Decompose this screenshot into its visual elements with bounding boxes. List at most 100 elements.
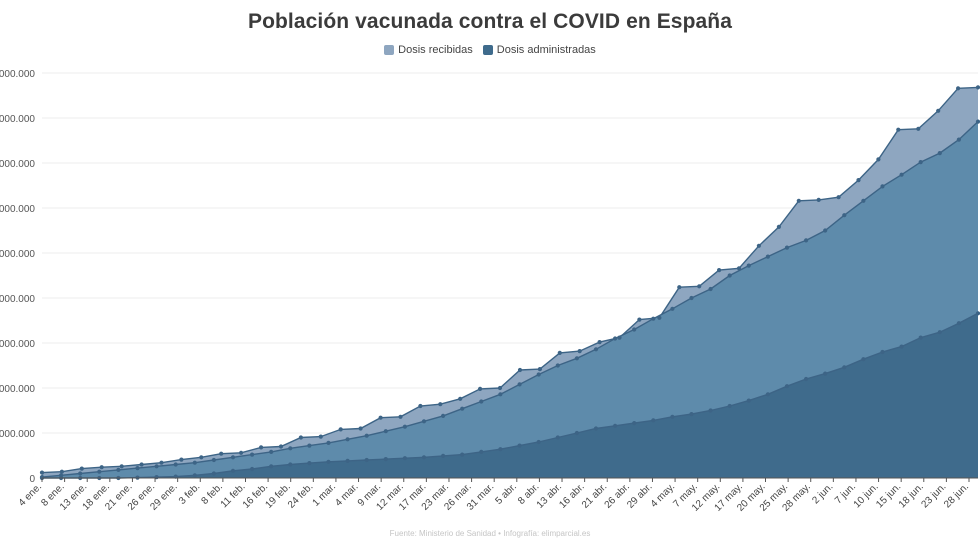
data-point[interactable] (842, 365, 847, 370)
data-point[interactable] (816, 197, 821, 202)
data-point[interactable] (378, 415, 383, 420)
data-point[interactable] (478, 386, 483, 391)
data-point[interactable] (708, 408, 713, 413)
data-point[interactable] (918, 335, 923, 340)
data-point[interactable] (842, 213, 847, 218)
data-point[interactable] (479, 399, 484, 404)
data-point[interactable] (896, 127, 901, 132)
data-point[interactable] (230, 455, 236, 460)
data-point[interactable] (239, 450, 244, 455)
data-point[interactable] (59, 469, 64, 474)
data-point[interactable] (517, 382, 522, 387)
data-point[interactable] (536, 372, 541, 377)
data-point[interactable] (670, 306, 675, 311)
data-point[interactable] (856, 178, 861, 183)
data-point[interactable] (880, 349, 885, 355)
data-point[interactable] (937, 330, 942, 335)
data-point[interactable] (861, 198, 866, 203)
data-point[interactable] (211, 457, 216, 463)
data-point[interactable] (975, 311, 980, 316)
data-point[interactable] (956, 321, 962, 326)
data-point[interactable] (326, 459, 331, 464)
data-point[interactable] (173, 462, 178, 467)
data-point[interactable] (99, 465, 104, 470)
data-point[interactable] (613, 336, 618, 341)
data-point[interactable] (836, 195, 841, 200)
data-point[interactable] (421, 419, 427, 424)
data-point[interactable] (717, 268, 722, 273)
data-point[interactable] (159, 460, 164, 465)
data-point[interactable] (79, 466, 84, 471)
data-point[interactable] (916, 126, 921, 131)
data-point[interactable] (307, 461, 312, 466)
data-point[interactable] (555, 435, 560, 440)
data-point[interactable] (199, 455, 204, 460)
legend-item-recibidas[interactable]: Dosis recibidas (384, 44, 473, 56)
data-point[interactable] (402, 424, 407, 429)
data-point[interactable] (179, 457, 184, 462)
data-point[interactable] (670, 414, 675, 419)
data-point[interactable] (577, 349, 582, 354)
data-point[interactable] (613, 423, 618, 428)
data-point[interactable] (637, 317, 642, 322)
data-point[interactable] (78, 471, 83, 476)
data-point[interactable] (298, 435, 303, 440)
data-point[interactable] (677, 285, 682, 290)
data-point[interactable] (383, 457, 388, 462)
data-point[interactable] (727, 273, 732, 278)
data-point[interactable] (804, 238, 809, 243)
data-point[interactable] (937, 151, 942, 156)
data-point[interactable] (765, 254, 771, 259)
data-point[interactable] (697, 284, 702, 289)
data-point[interactable] (708, 286, 713, 292)
data-point[interactable] (364, 433, 369, 438)
data-point[interactable] (918, 160, 923, 165)
data-point[interactable] (383, 429, 388, 434)
data-point[interactable] (326, 440, 331, 445)
data-point[interactable] (338, 427, 343, 432)
data-point[interactable] (975, 85, 980, 90)
data-point[interactable] (288, 462, 293, 467)
data-point[interactable] (278, 444, 284, 449)
data-point[interactable] (517, 443, 522, 448)
data-point[interactable] (318, 434, 323, 439)
data-point[interactable] (804, 376, 809, 382)
data-point[interactable] (956, 86, 961, 91)
data-point[interactable] (776, 224, 782, 229)
data-point[interactable] (555, 363, 560, 368)
data-point[interactable] (498, 392, 503, 397)
data-point[interactable] (876, 157, 881, 162)
data-point[interactable] (899, 344, 904, 349)
data-point[interactable] (269, 464, 274, 469)
data-point[interactable] (441, 453, 446, 458)
data-point[interactable] (438, 402, 443, 407)
data-point[interactable] (288, 446, 293, 451)
data-point[interactable] (458, 396, 463, 401)
data-point[interactable] (956, 137, 962, 142)
data-point[interactable] (597, 340, 602, 345)
data-point[interactable] (398, 414, 403, 419)
data-point[interactable] (498, 447, 503, 452)
data-point[interactable] (219, 451, 224, 456)
data-point[interactable] (460, 406, 465, 411)
data-point[interactable] (756, 243, 762, 248)
data-point[interactable] (192, 473, 197, 478)
data-point[interactable] (632, 327, 637, 332)
data-point[interactable] (557, 350, 562, 355)
data-point[interactable] (823, 371, 828, 376)
data-point[interactable] (402, 456, 407, 461)
data-point[interactable] (823, 228, 828, 233)
data-point[interactable] (784, 245, 790, 250)
data-point[interactable] (574, 430, 580, 436)
data-point[interactable] (899, 172, 904, 177)
data-point[interactable] (517, 367, 523, 373)
data-point[interactable] (689, 412, 694, 417)
legend-item-administradas[interactable]: Dosis administradas (482, 44, 596, 56)
data-point[interactable] (307, 443, 312, 448)
data-point[interactable] (880, 184, 885, 189)
data-point[interactable] (536, 439, 541, 445)
data-point[interactable] (135, 466, 140, 471)
data-point[interactable] (861, 357, 866, 362)
data-point[interactable] (364, 457, 369, 463)
data-point[interactable] (345, 458, 350, 463)
